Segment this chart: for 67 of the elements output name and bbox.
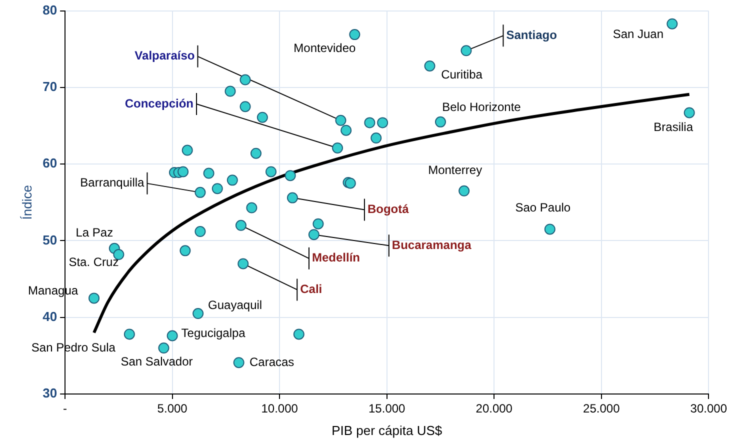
point bbox=[180, 245, 191, 256]
point bbox=[194, 226, 206, 238]
point bbox=[88, 292, 100, 304]
annotation: Concepción bbox=[124, 96, 194, 110]
y-axis-title: Índice bbox=[19, 185, 34, 220]
point bbox=[684, 107, 695, 118]
point bbox=[192, 308, 204, 320]
x-tick-label: - bbox=[63, 402, 68, 416]
annotation: Sta. Cruz bbox=[68, 254, 119, 269]
point bbox=[212, 183, 223, 194]
point bbox=[458, 185, 470, 196]
annotation: Brasilia bbox=[654, 120, 694, 134]
annotation: San Salvador bbox=[120, 354, 193, 368]
point bbox=[340, 124, 352, 136]
x-tick-label: 25.000 bbox=[583, 402, 620, 416]
annotation: Cali bbox=[300, 282, 322, 296]
point bbox=[370, 132, 382, 144]
x-axis-title: PIB per cápita US$ bbox=[332, 422, 443, 438]
annotation: Montevideo bbox=[294, 40, 356, 55]
annotation: Sao Paulo bbox=[515, 200, 571, 215]
point bbox=[233, 357, 244, 368]
point bbox=[250, 148, 262, 159]
point bbox=[377, 117, 388, 128]
point bbox=[332, 142, 344, 154]
point bbox=[544, 224, 556, 235]
point bbox=[178, 166, 189, 178]
annotation: Barranquilla bbox=[80, 176, 145, 190]
annotation: Bogotá bbox=[367, 202, 410, 216]
point bbox=[124, 328, 135, 340]
point bbox=[364, 117, 376, 128]
point bbox=[666, 18, 678, 30]
point bbox=[434, 116, 446, 128]
point bbox=[226, 174, 238, 186]
point bbox=[349, 29, 360, 40]
x-tick-label: 20.000 bbox=[476, 402, 513, 416]
y-tick-label: 30 bbox=[42, 386, 58, 401]
annotation: Valparaíso bbox=[134, 48, 195, 63]
y-tick-label: 60 bbox=[42, 156, 58, 171]
annotation: La Paz bbox=[76, 226, 114, 240]
y-tick-label: 50 bbox=[42, 232, 58, 248]
point bbox=[182, 144, 193, 156]
annotation: Monterrey bbox=[428, 163, 482, 178]
point bbox=[266, 166, 277, 178]
y-tick-label: 70 bbox=[42, 79, 58, 94]
annotation: Belo Horizonte bbox=[442, 100, 522, 114]
annotation: Medellín bbox=[312, 250, 360, 265]
point bbox=[166, 330, 178, 342]
point bbox=[312, 218, 324, 230]
x-tick-label: 30.000 bbox=[690, 402, 728, 416]
annotation: Santiago bbox=[506, 28, 557, 42]
point bbox=[293, 328, 304, 340]
annotation: Bucaramanga bbox=[392, 238, 472, 252]
point bbox=[424, 60, 436, 72]
annotation: Guayaquil bbox=[208, 298, 262, 312]
x-tick-label: 10.000 bbox=[261, 402, 298, 416]
annotation: San Juan bbox=[612, 27, 664, 42]
point bbox=[203, 168, 214, 179]
y-tick-label: 40 bbox=[42, 308, 58, 324]
x-tick-label: 5.000 bbox=[157, 402, 188, 416]
point bbox=[284, 170, 296, 182]
annotation: Tegucigalpa bbox=[181, 326, 246, 340]
annotation: Curitiba bbox=[441, 67, 483, 82]
y-tick-label: 80 bbox=[42, 2, 58, 18]
x-tick-label: 15.000 bbox=[368, 402, 406, 416]
point bbox=[158, 342, 170, 354]
annotation: Caracas bbox=[249, 354, 294, 369]
point bbox=[246, 202, 258, 214]
